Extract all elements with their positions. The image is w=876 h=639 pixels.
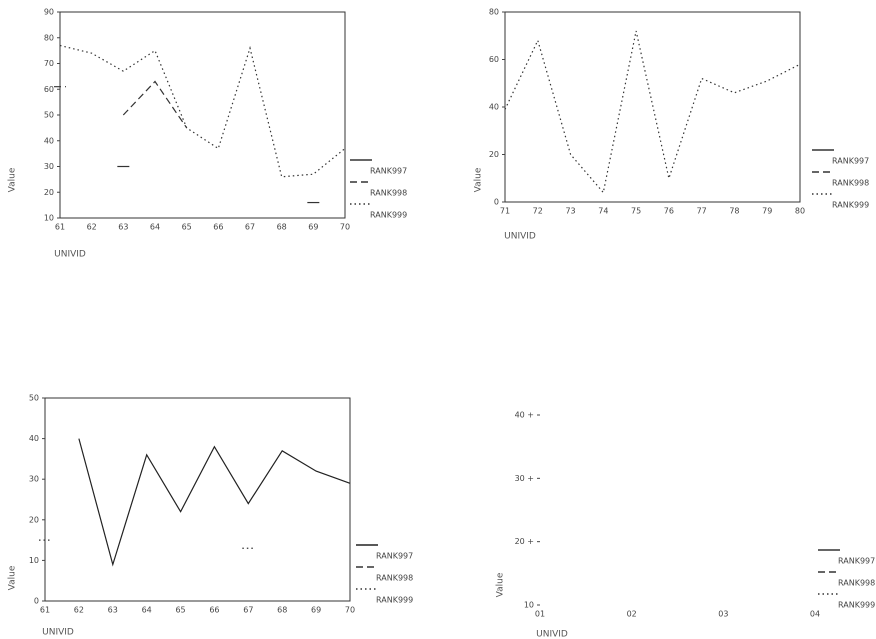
x-tick-label: 01 [535, 610, 545, 619]
y-tick-label: 90 [44, 8, 54, 17]
plot-frame [59, 11, 346, 219]
legend-label: RANK997 [376, 552, 413, 561]
y-tick-label: 10 [44, 214, 54, 223]
x-tick-label: 66 [213, 223, 223, 232]
y-axis-title: Value [8, 167, 18, 192]
x-tick-label: 67 [245, 223, 255, 232]
legend-label: RANK997 [838, 557, 875, 566]
legend-label: RANK999 [832, 201, 869, 210]
x-tick-label: 74 [598, 207, 608, 216]
x-tick-label: 02 [627, 610, 637, 619]
y-tick-label: 20 [489, 150, 499, 159]
legend-label: RANK999 [838, 601, 875, 610]
y-tick-label: 40 [29, 434, 39, 443]
x-axis-title: UNIVID [42, 628, 74, 638]
y-tick-label: 30 [29, 475, 39, 484]
y-tick-label: 30 [44, 162, 54, 171]
y-tick-label: 20 [44, 188, 54, 197]
legend-label: RANK998 [838, 579, 875, 588]
y-tick-label: 40 [489, 103, 499, 112]
x-tick-label: 80 [795, 207, 805, 216]
y-axis-title: Value [496, 572, 506, 597]
x-tick-label: 65 [175, 606, 185, 615]
y-tick-label: 0 [494, 198, 499, 207]
x-tick-label: 68 [277, 223, 287, 232]
y-tick-label: 50 [44, 111, 54, 120]
legend-label: RANK999 [376, 596, 413, 605]
y-tick-label: 30 + [515, 474, 534, 483]
x-tick-label: 70 [345, 606, 355, 615]
y-tick-label: 80 [44, 33, 54, 42]
y-tick-label: 70 [44, 59, 54, 68]
x-tick-label: 61 [55, 223, 65, 232]
x-tick-label: 73 [565, 207, 575, 216]
y-axis-title: Value [474, 167, 484, 192]
x-tick-label: 65 [182, 223, 192, 232]
y-tick-label: 60 [489, 55, 499, 64]
x-tick-label: 79 [762, 207, 772, 216]
x-tick-label: 70 [340, 223, 350, 232]
x-tick-label: 75 [631, 207, 641, 216]
x-tick-label: 76 [664, 207, 674, 216]
x-tick-label: 72 [533, 207, 543, 216]
series-line [122, 80, 188, 129]
x-axis-title: UNIVID [536, 630, 568, 639]
x-tick-label: 66 [209, 606, 219, 615]
y-tick-label: 40 + [515, 411, 534, 420]
y-tick-label: 10 [29, 556, 39, 565]
x-tick-label: 69 [311, 606, 321, 615]
x-axis-title: UNIVID [504, 232, 536, 242]
x-tick-label: 67 [243, 606, 253, 615]
legend-label: RANK998 [832, 179, 869, 188]
x-axis-title: UNIVID [54, 250, 86, 260]
y-axis-title: Value [8, 565, 18, 590]
x-tick-label: 04 [810, 610, 820, 619]
x-tick-label: 78 [729, 207, 739, 216]
series-line [78, 438, 351, 567]
y-tick-label: 20 [29, 515, 39, 524]
y-tick-label: 0 [34, 597, 39, 606]
y-tick-label: 40 [44, 136, 54, 145]
y-tick-label: 50 [29, 394, 39, 403]
plot-frame [504, 11, 801, 203]
series-line [504, 30, 801, 194]
y-tick-label: 80 [489, 8, 499, 17]
x-tick-label: 63 [108, 606, 118, 615]
x-tick-label: 64 [150, 223, 160, 232]
plot-frame [44, 397, 351, 602]
legend-label: RANK999 [370, 211, 407, 220]
y-tick-label: 60 [44, 85, 54, 94]
legend-label: RANK997 [370, 167, 407, 176]
x-tick-label: 63 [118, 223, 128, 232]
x-tick-label: 64 [142, 606, 152, 615]
y-tick-label: 20 + [515, 537, 534, 546]
legend-label: RANK998 [376, 574, 413, 583]
y-tick-label: 10 [524, 601, 534, 610]
series-line [59, 44, 346, 178]
x-tick-label: 69 [308, 223, 318, 232]
x-tick-label: 71 [500, 207, 510, 216]
x-tick-label: 62 [87, 223, 97, 232]
x-tick-label: 61 [40, 606, 50, 615]
legend-label: RANK998 [370, 189, 407, 198]
x-tick-label: 68 [277, 606, 287, 615]
x-tick-label: 77 [697, 207, 707, 216]
legend-label: RANK997 [832, 157, 869, 166]
x-tick-label: 62 [74, 606, 84, 615]
x-tick-label: 03 [718, 610, 728, 619]
